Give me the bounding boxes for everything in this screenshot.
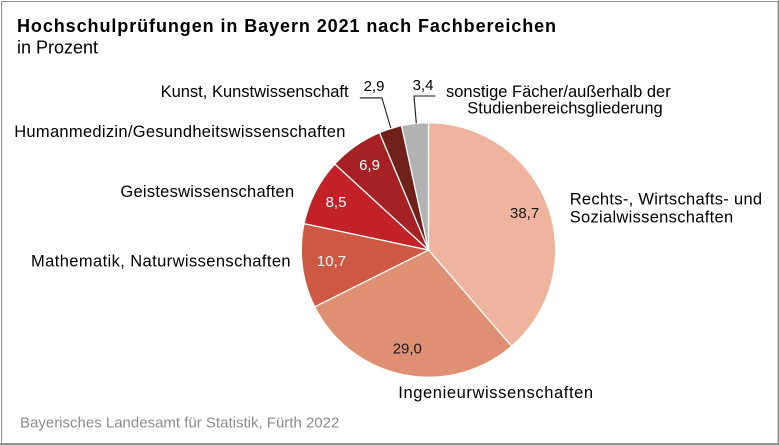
svg-text:Rechts-, Wirtschafts- und: Rechts-, Wirtschafts- und [570, 191, 763, 209]
svg-text:8,5: 8,5 [326, 194, 347, 211]
svg-text:38,7: 38,7 [510, 205, 539, 222]
svg-text:3,4: 3,4 [413, 77, 434, 94]
svg-text:Mathematik, Naturwissenschafte: Mathematik, Naturwissenschaften [31, 253, 291, 271]
svg-text:sonstige Fächer/außerhalb der: sonstige Fächer/außerhalb der [446, 83, 671, 101]
svg-text:Humanmedizin/Gesundheitswissen: Humanmedizin/Gesundheitswissenschaften [14, 123, 345, 141]
svg-text:6,9: 6,9 [359, 157, 380, 174]
svg-text:10,7: 10,7 [317, 253, 346, 270]
svg-text:Kunst, Kunstwissenschaft: Kunst, Kunstwissenschaft [161, 83, 349, 101]
svg-text:2,9: 2,9 [364, 78, 385, 95]
svg-text:Bayerisches Landesamt für Stat: Bayerisches Landesamt für Statistik, Für… [20, 415, 339, 432]
svg-text:Sozialwissenschaften: Sozialwissenschaften [570, 209, 734, 227]
svg-text:29,0: 29,0 [393, 341, 422, 358]
svg-text:in Prozent: in Prozent [17, 38, 98, 58]
svg-text:Geisteswissenschaften: Geisteswissenschaften [120, 183, 294, 201]
svg-text:Studienbereichsgliederung: Studienbereichsgliederung [467, 100, 662, 118]
svg-text:Hochschulprüfungen in Bayern 2: Hochschulprüfungen in Bayern 2021 nach F… [17, 16, 557, 36]
svg-text:Ingenieurwissenschaften: Ingenieurwissenschaften [398, 384, 593, 402]
